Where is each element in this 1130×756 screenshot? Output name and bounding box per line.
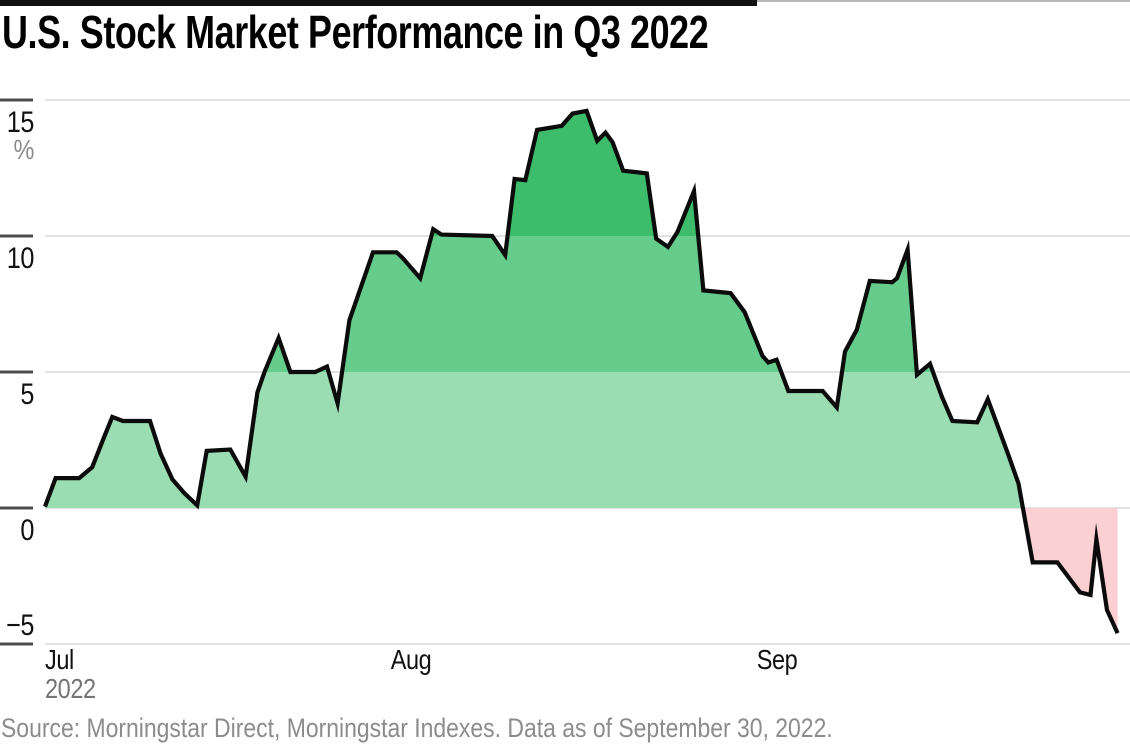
y-tick-label: 5 xyxy=(20,378,34,411)
series-line xyxy=(43,108,1120,634)
title-rule xyxy=(0,0,757,6)
title-rule-extension xyxy=(757,0,1130,2)
y-axis-unit-label: % xyxy=(13,134,34,165)
y-tick-label: 0 xyxy=(20,514,34,547)
value-band xyxy=(45,508,1118,634)
x-tick-label: Jul xyxy=(45,644,74,675)
x-tick-label: Sep xyxy=(756,644,798,675)
x-tick-label: Aug xyxy=(390,644,432,675)
y-tick-label: 15 xyxy=(6,106,35,139)
source-note: Source: Morningstar Direct, Morningstar … xyxy=(1,713,833,743)
x-tick-sublabel: 2022 xyxy=(45,673,96,704)
y-tick-label: −5 xyxy=(6,609,34,642)
value-band xyxy=(45,110,1118,236)
y-tick-label: 10 xyxy=(6,242,35,275)
value-band xyxy=(45,236,1118,372)
chart-title: U.S. Stock Market Performance in Q3 2022 xyxy=(2,6,709,58)
